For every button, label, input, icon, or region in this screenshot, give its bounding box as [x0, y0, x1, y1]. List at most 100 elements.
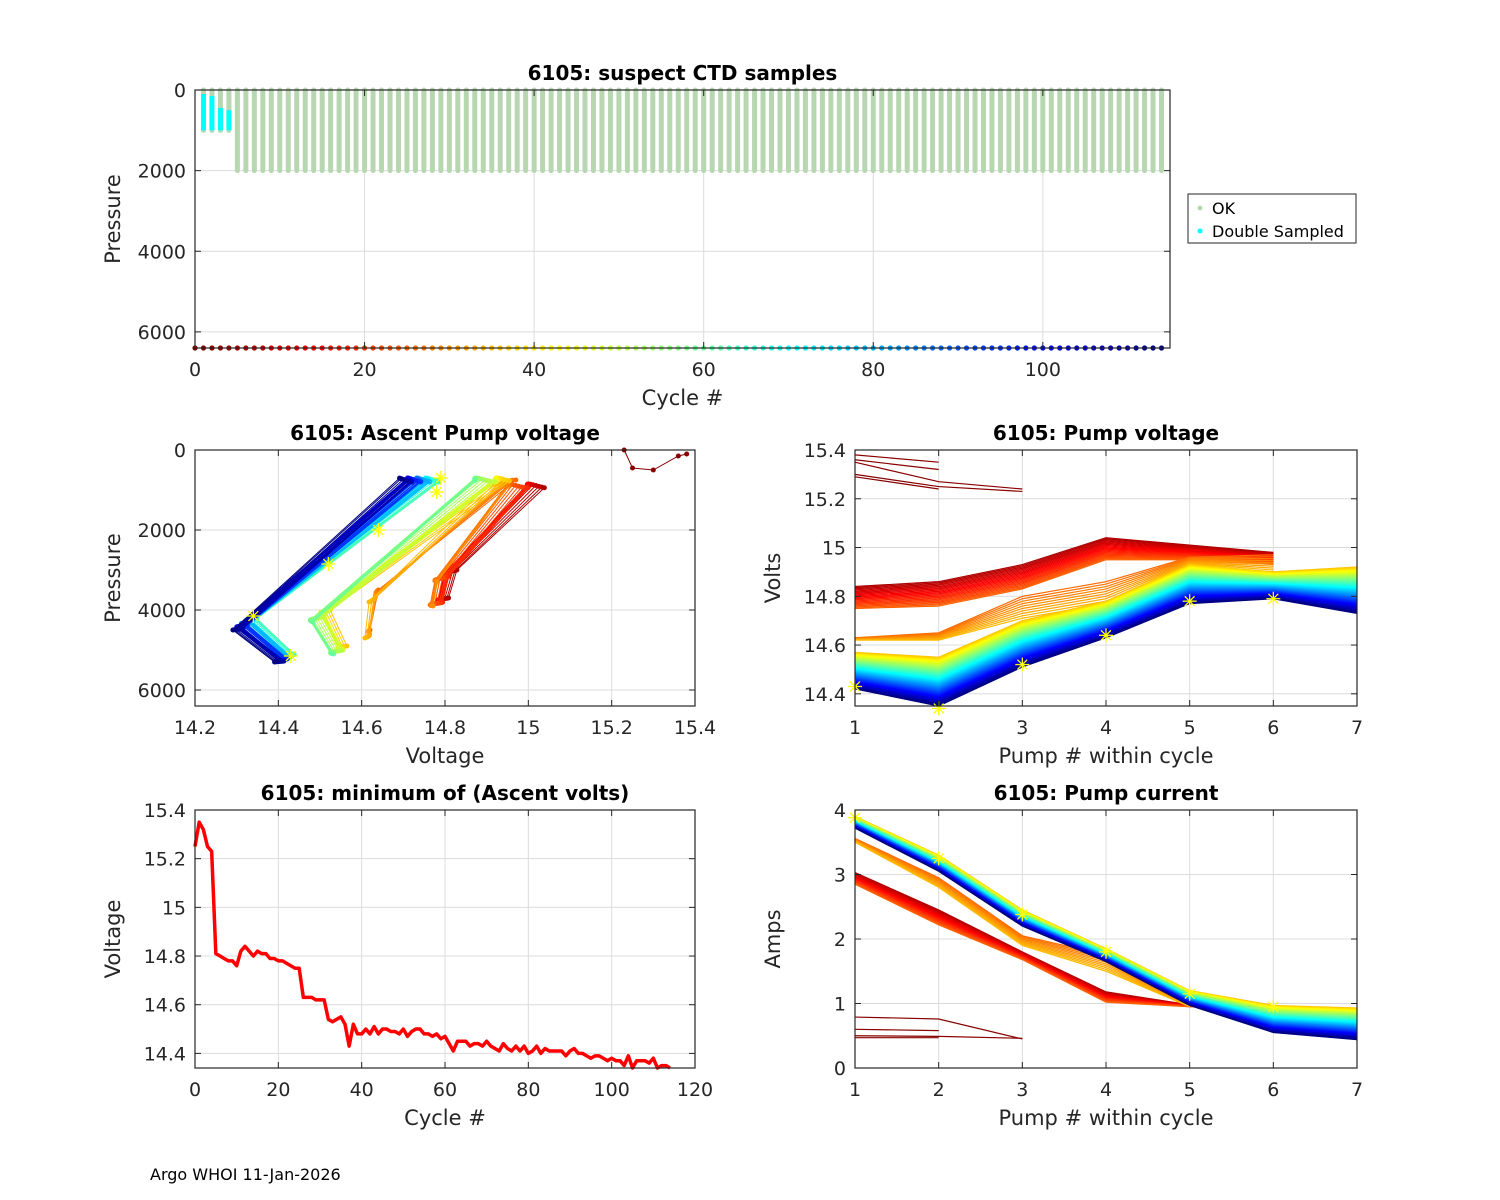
plot-content — [848, 810, 1358, 1041]
y-tick-label: 0 — [174, 80, 186, 102]
highlight-star-marker — [283, 649, 298, 663]
chart-title: 6105: Pump current — [994, 781, 1219, 805]
ascent-point — [230, 627, 236, 633]
x-tick-label: 1 — [849, 717, 861, 739]
pump-series-line — [854, 561, 1274, 640]
y-axis-label: Amps — [761, 909, 785, 968]
axes-ascent: 14.2 14.4 14.6 14.8 15 15.2 15.4 0 2000 4000 6000 6… — [101, 421, 716, 768]
pump-series-line — [854, 550, 1274, 601]
plot-content — [848, 454, 1358, 716]
x-tick-label: 4 — [1100, 1079, 1112, 1101]
pump-series-line — [854, 548, 1274, 599]
pump-series-line — [854, 558, 1274, 639]
x-tick-label: 7 — [1351, 717, 1363, 739]
axes-box — [194, 89, 1171, 349]
pump-series-line — [854, 556, 1274, 639]
x-axis-label: Voltage — [406, 744, 485, 768]
y-tick-label: 14.8 — [804, 586, 846, 608]
pump-series-line — [854, 544, 1274, 595]
ascent-point — [362, 635, 368, 641]
highlight-star-marker — [931, 851, 946, 866]
x-axis-label: Pump # within cycle — [999, 744, 1214, 768]
pump-series-line — [854, 840, 1190, 1007]
y-tick-label: 0 — [834, 1058, 846, 1080]
chart-title: 6105: suspect CTD samples — [528, 61, 838, 85]
chart-title: 6105: minimum of (Ascent volts) — [261, 781, 630, 805]
y-tick-label: 2000 — [138, 520, 186, 542]
x-tick-label: 14.4 — [257, 717, 299, 739]
ascent-point — [397, 475, 403, 481]
pump-series-line — [854, 473, 1023, 493]
highlight-star-marker — [1182, 986, 1197, 1001]
pump-series-line — [854, 454, 939, 463]
x-tick-label: 3 — [1016, 1079, 1028, 1101]
x-tick-label: 40 — [522, 359, 546, 381]
y-tick-label: 1 — [834, 994, 846, 1016]
ascent-point — [675, 453, 681, 459]
y-tick-label: 15.4 — [804, 440, 846, 462]
y-tick-label: 15.2 — [144, 849, 186, 871]
pump-series-line — [854, 545, 1274, 596]
x-tick-label: 4 — [1100, 717, 1112, 739]
ascent-point — [650, 467, 656, 473]
pump-series-line — [854, 552, 1274, 603]
y-tick-label: 0 — [174, 440, 186, 462]
highlight-star-marker — [371, 523, 386, 537]
y-tick-label: 14.4 — [144, 1043, 186, 1065]
ascent-point — [272, 659, 278, 665]
pump-series-line — [854, 538, 1274, 589]
x-tick-label: 2 — [933, 1079, 945, 1101]
chart-title: 6105: Pump voltage — [993, 421, 1219, 445]
axes-minvolt: 0 20 40 60 80 100 120 14.4 14.6 14.8 15 15.2 15.4 610… — [101, 781, 713, 1130]
pump-series-line — [854, 560, 1274, 640]
tick-labels: 0 20 40 60 80 100 120 14.4 14.6 14.8 15 15.2 15.4 — [144, 800, 713, 1101]
tick-labels: 14.2 14.4 14.6 14.8 15 15.2 15.4 0 2000 4000 6000 — [138, 440, 717, 739]
y-tick-label: 4000 — [138, 600, 186, 622]
x-tick-label: 100 — [594, 1079, 630, 1101]
highlight-star-marker — [429, 485, 444, 499]
ascent-point — [684, 451, 690, 457]
x-tick-label: 6 — [1267, 717, 1279, 739]
pump-series-line — [854, 551, 1274, 602]
pump-series-line — [854, 1035, 1023, 1039]
pump-series-line — [854, 540, 1274, 591]
min-voltage-line — [193, 820, 671, 1070]
x-tick-label: 0 — [189, 1079, 201, 1101]
highlight-star-marker — [1015, 657, 1030, 672]
x-tick-label: 6 — [1267, 1079, 1279, 1101]
pump-series-line — [854, 461, 1023, 490]
pump-series-line — [854, 841, 1190, 1008]
y-tick-label: 15.2 — [804, 489, 846, 511]
ascent-point — [630, 465, 635, 471]
x-tick-label: 80 — [861, 359, 885, 381]
x-tick-label: 15 — [516, 717, 540, 739]
legend: OK Double Sampled — [1187, 193, 1357, 244]
pump-series-line — [854, 827, 1358, 1041]
x-tick-label: 40 — [350, 1079, 374, 1101]
x-axis-label: Pump # within cycle — [999, 1106, 1214, 1130]
highlight-star-marker — [321, 557, 336, 571]
y-tick-label: 2000 — [138, 161, 186, 183]
y-tick-label: 6000 — [138, 322, 186, 344]
pump-series-line — [854, 562, 1274, 641]
pump-series-line — [854, 1028, 939, 1032]
pump-series-line — [854, 563, 1274, 641]
highlight-star-marker — [246, 609, 261, 623]
tick-labels: 1 2 3 4 5 6 7 14.4 14.6 14.8 15 15.2 15.4 — [804, 440, 1363, 739]
pump-series-line — [854, 549, 1274, 600]
highlight-star-marker — [931, 701, 946, 716]
pump-series-line — [854, 559, 1274, 640]
pump-series-line — [854, 476, 939, 490]
legend-box — [1187, 193, 1357, 244]
y-tick-label: 6000 — [138, 680, 186, 702]
y-axis-label: Pressure — [101, 174, 125, 264]
pump-series-line — [854, 554, 1274, 639]
y-tick-label: 14.6 — [804, 635, 846, 657]
pump-series-line — [854, 559, 1274, 640]
y-axis-label: Voltage — [101, 900, 125, 979]
legend-label: OK — [1212, 199, 1236, 218]
x-tick-label: 14.2 — [174, 717, 216, 739]
ascent-point — [366, 599, 372, 605]
